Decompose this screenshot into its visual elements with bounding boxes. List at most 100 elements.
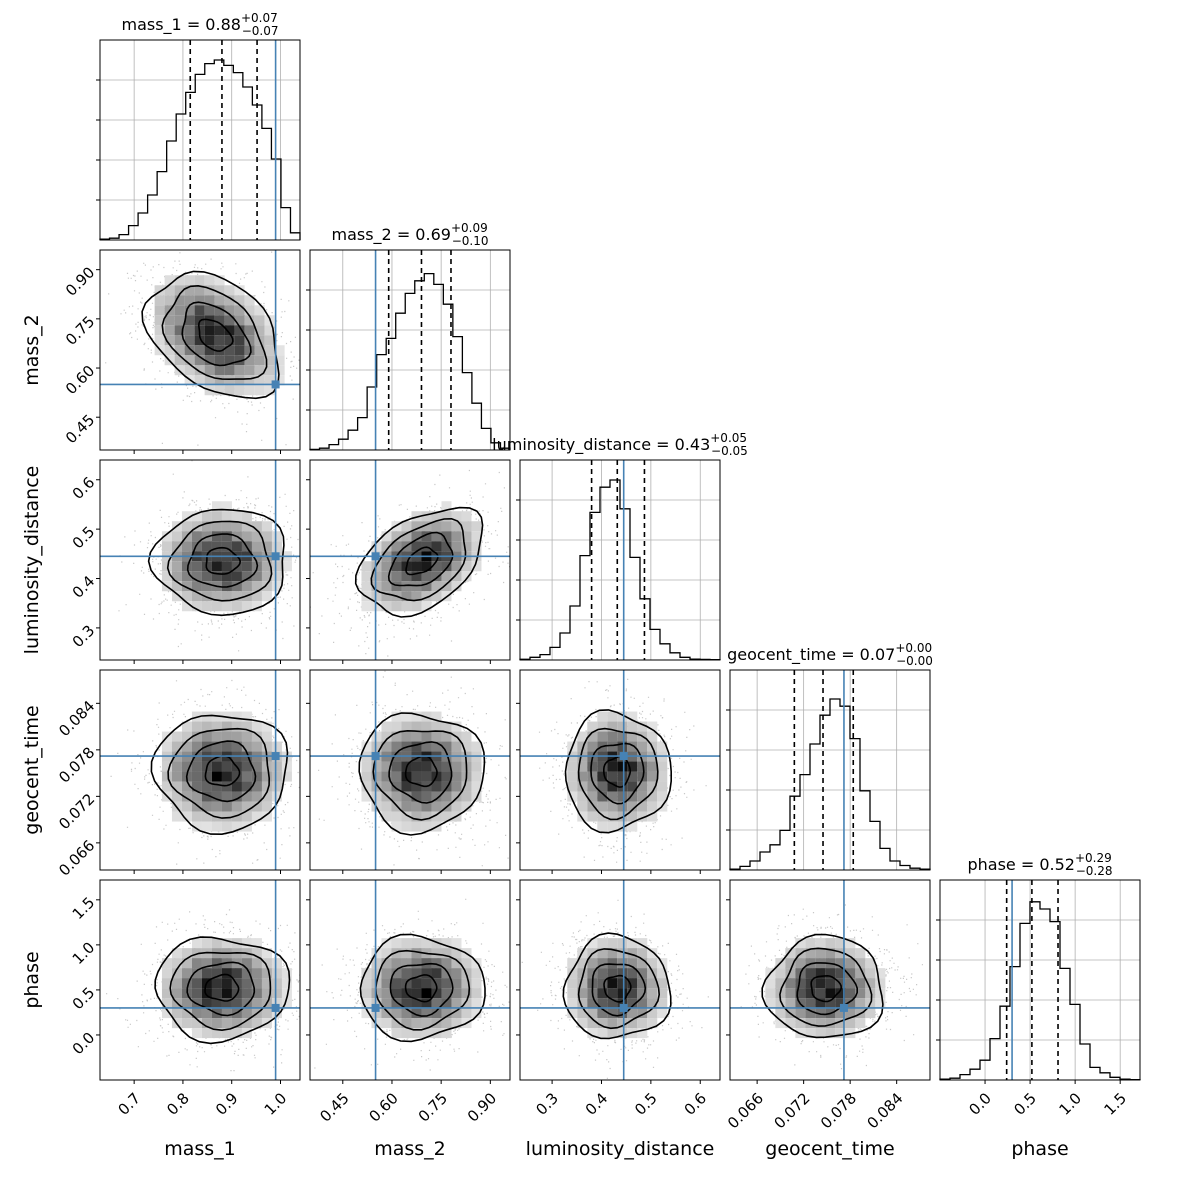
x-tick-label: 0.6 (681, 1089, 711, 1119)
density-cell (281, 968, 292, 979)
density-cell (471, 771, 482, 782)
density-cell (241, 801, 252, 812)
density-cell (441, 958, 452, 969)
density-cell (765, 988, 776, 999)
density-cell (411, 601, 422, 612)
density-cell (431, 948, 442, 959)
density-cell (421, 791, 432, 802)
density-cell (627, 801, 638, 812)
density-cell (597, 731, 608, 742)
density-cell (214, 355, 225, 366)
density-cell (211, 998, 222, 1009)
density-cell (211, 781, 222, 792)
density-cell (381, 741, 392, 752)
density-cell (637, 811, 648, 822)
density-cell (214, 375, 225, 386)
density-cell (261, 948, 272, 959)
density-cell (785, 978, 796, 989)
density-cell (201, 968, 212, 979)
density-cell (261, 721, 272, 732)
density-cell (201, 998, 212, 1009)
contour-2 (161, 284, 268, 381)
density-cell (224, 315, 235, 326)
density-cell (431, 958, 442, 969)
density-cell (567, 988, 578, 999)
density-cell (231, 791, 242, 802)
density-cell (201, 958, 212, 969)
panel-frame (99, 459, 301, 661)
scatter-panel-luminosity_distance-vs-phase (516, 879, 721, 1084)
density-cell (401, 1008, 412, 1019)
density-cell (657, 988, 668, 999)
panel-content (520, 880, 720, 1080)
density-cell (281, 988, 292, 999)
density-cell (461, 978, 472, 989)
density-cell (251, 771, 262, 782)
density-cell (191, 988, 202, 999)
density-cell (647, 988, 658, 999)
density-cell (171, 958, 182, 969)
density-cell (775, 998, 786, 1009)
density-cell (431, 741, 442, 752)
density-cell (431, 998, 442, 1009)
density-cell (241, 721, 252, 732)
density-cell (401, 791, 412, 802)
density-cell (201, 821, 212, 832)
density-cell (211, 771, 222, 782)
density-cell (381, 801, 392, 812)
density-cell (281, 561, 292, 572)
density-cell (184, 285, 195, 296)
density-cell (795, 958, 806, 969)
density-cell (607, 978, 618, 989)
density-cell (161, 781, 172, 792)
y-tick-label: 0.75 (62, 312, 98, 348)
density-cell (627, 1008, 638, 1019)
density-cell (184, 355, 195, 366)
density-cell (627, 791, 638, 802)
x-tick-label: 0.8 (163, 1089, 193, 1119)
y-tick-label: 1.0 (69, 939, 99, 969)
density-cell (471, 531, 482, 542)
density-cell (381, 601, 392, 612)
contour-1 (186, 961, 256, 1017)
density-cell (221, 1008, 232, 1019)
density-cell (184, 345, 195, 356)
density-cell (825, 938, 836, 949)
contour-3 (147, 508, 285, 617)
density-cell (381, 541, 392, 552)
density-cell (577, 781, 588, 792)
y-tick-label: 0.5 (69, 523, 99, 553)
density-cell (441, 968, 452, 979)
density-cell (637, 978, 648, 989)
density-cell (647, 1008, 658, 1019)
density-cell (431, 531, 442, 542)
density-cell (234, 375, 245, 386)
density-cell (421, 1008, 432, 1019)
density-cell (271, 561, 282, 572)
density-cell (607, 998, 618, 1009)
density-cell (825, 988, 836, 999)
density-cell (617, 968, 628, 979)
density-cell (401, 811, 412, 822)
density-cell (371, 1008, 382, 1019)
panel-frame (99, 39, 301, 241)
density-cell (174, 315, 185, 326)
density-cell (241, 531, 252, 542)
density-cell (231, 721, 242, 732)
density-cell (211, 978, 222, 989)
density-cell (371, 541, 382, 552)
panel-frame (519, 669, 721, 871)
density-cell (627, 968, 638, 979)
density-cell (597, 791, 608, 802)
panel-title-luminosity_distance: luminosity_distance = 0.43+0.05 −0.05 (492, 431, 748, 458)
density-cell (244, 355, 255, 366)
panel-content (100, 880, 300, 1080)
density-cell (587, 771, 598, 782)
density-cell (431, 968, 442, 979)
y-tick-label: 0.4 (69, 572, 99, 602)
density-cell (281, 978, 292, 989)
contour-0 (405, 546, 439, 576)
contour-1 (591, 963, 647, 1017)
density-cell (627, 781, 638, 792)
